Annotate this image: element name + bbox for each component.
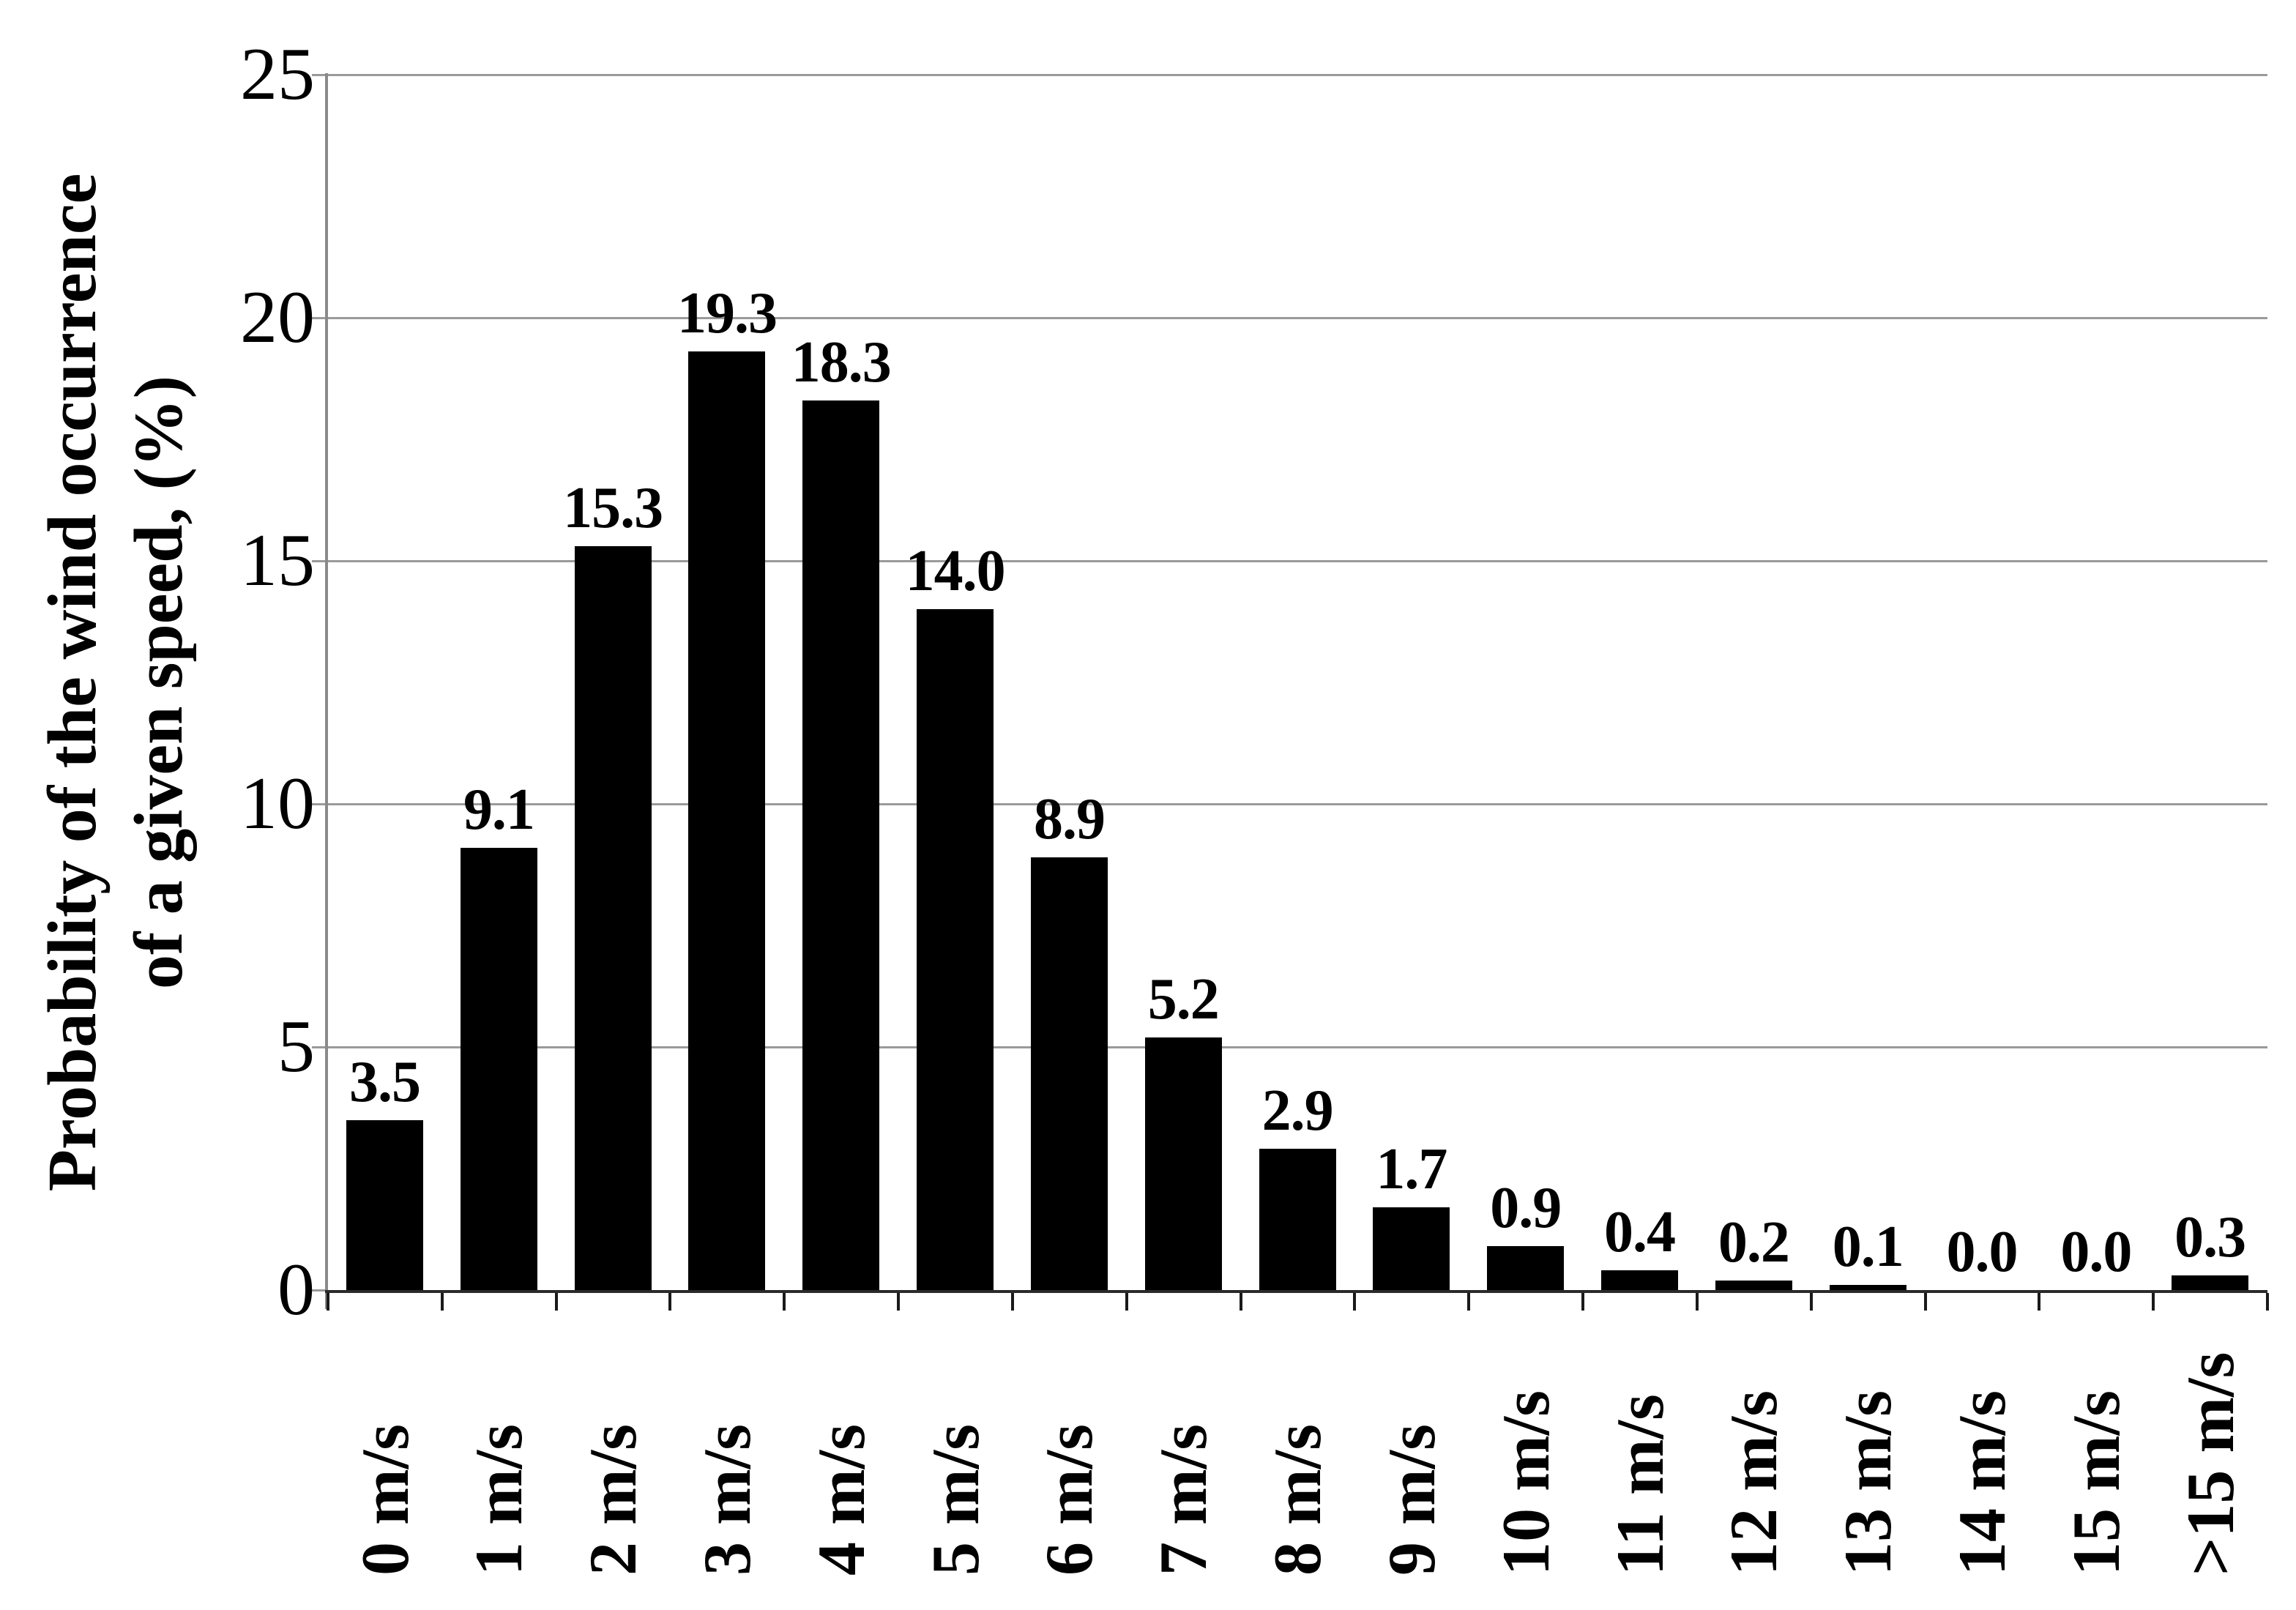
x-axis-tick [668, 1293, 672, 1311]
bar [346, 1120, 423, 1290]
y-axis-tick [312, 317, 328, 319]
bar-value-label: 0.0 [1946, 1220, 2019, 1284]
x-axis-tick-label: 14 m/s [1945, 1390, 2020, 1576]
x-axis-tick-label: 7 m/s [1146, 1424, 1221, 1576]
x-axis-tick-label: 11 m/s [1602, 1394, 1677, 1576]
bar-value-label: 2.9 [1261, 1078, 1334, 1143]
bar-value-label: 0.9 [1490, 1176, 1562, 1240]
x-axis-tick-label: 9 m/s [1374, 1424, 1449, 1576]
x-axis-tick-label: 3 m/s [689, 1424, 764, 1576]
x-axis-tick-label: 2 m/s [575, 1424, 651, 1576]
y-axis-tick [312, 803, 328, 805]
x-axis-tick [783, 1293, 786, 1311]
y-axis-tick [312, 560, 328, 562]
y-axis-tick [312, 1289, 328, 1292]
bar-value-label: 0.4 [1604, 1200, 1676, 1264]
gridline [328, 1046, 2267, 1048]
x-axis-tick-label: 4 m/s [803, 1424, 879, 1576]
x-axis-tick-label: 13 m/s [1830, 1390, 1906, 1576]
bar-value-label: 18.3 [791, 330, 892, 395]
y-axis-tick [312, 1046, 328, 1048]
x-axis-tick [2038, 1293, 2041, 1311]
bar-value-label: 3.5 [349, 1050, 421, 1114]
bar [574, 546, 652, 1290]
bar [1373, 1207, 1450, 1290]
x-axis-tick [554, 1293, 558, 1311]
bar-value-label: 1.7 [1376, 1137, 1447, 1201]
y-axis-tick-label: 10 [240, 762, 315, 845]
x-axis-tick-label: 10 m/s [1488, 1390, 1563, 1576]
bar [1829, 1285, 1906, 1290]
bar-value-label: 0.1 [1832, 1215, 1904, 1279]
x-axis-tick [327, 1293, 329, 1311]
x-axis-tick-label: 0 m/s [347, 1424, 422, 1576]
bar [1601, 1270, 1679, 1290]
y-axis-tick-label: 5 [277, 1005, 315, 1088]
bar [1715, 1281, 1792, 1290]
x-axis-tick [897, 1293, 901, 1311]
x-axis-tick [440, 1293, 444, 1311]
gridline [328, 803, 2267, 805]
gridline [328, 560, 2267, 562]
x-axis-tick [1923, 1293, 1927, 1311]
x-axis-tick [1467, 1293, 1471, 1311]
x-axis-tick [1010, 1293, 1014, 1311]
x-axis-tick-label: 5 m/s [917, 1424, 993, 1576]
x-axis-tick [2152, 1293, 2155, 1311]
bar-value-label: 9.1 [463, 778, 535, 842]
x-axis-tick-label: 8 m/s [1260, 1424, 1335, 1576]
bar [1487, 1246, 1565, 1290]
x-axis-tick [1125, 1293, 1128, 1311]
bar-value-label: 15.3 [563, 476, 663, 540]
y-axis-tick-label: 15 [240, 519, 315, 602]
bar [1259, 1149, 1336, 1290]
y-axis-line [325, 73, 328, 1309]
bar [1144, 1037, 1222, 1290]
x-axis-tick [1809, 1293, 1813, 1311]
gridline [328, 74, 2267, 76]
bar [917, 609, 994, 1290]
gridline [328, 317, 2267, 319]
x-axis-tick [2266, 1293, 2269, 1311]
bar-value-label: 14.0 [905, 539, 1006, 603]
bar-value-label: 5.2 [1147, 967, 1220, 1032]
x-axis-tick [1239, 1293, 1242, 1311]
bar [2172, 1275, 2249, 1290]
x-axis-tick-label: 6 m/s [1032, 1424, 1107, 1576]
bar [460, 848, 537, 1290]
bar-value-label: 0.0 [2060, 1220, 2132, 1284]
x-axis-line [325, 1290, 2267, 1293]
x-axis-tick [1353, 1293, 1357, 1311]
bar [688, 351, 766, 1290]
y-axis-tick-label: 20 [240, 276, 315, 359]
x-axis-tick-label: >15 m/s [2172, 1352, 2248, 1576]
bar [802, 400, 880, 1290]
x-axis-tick-label: 1 m/s [461, 1424, 537, 1576]
bar-value-label: 0.3 [2174, 1205, 2246, 1270]
bar-value-label: 8.9 [1033, 787, 1106, 851]
y-axis-tick [312, 74, 328, 76]
bar-value-label: 0.2 [1718, 1210, 1790, 1275]
x-axis-tick-label: 15 m/s [2058, 1390, 2133, 1576]
bar-value-label: 19.3 [676, 281, 778, 346]
x-axis-tick [1581, 1293, 1585, 1311]
x-axis-tick-label: 12 m/s [1716, 1390, 1792, 1576]
x-axis-tick [1695, 1293, 1699, 1311]
bar [1030, 857, 1108, 1290]
y-axis-tick-label: 25 [240, 33, 315, 116]
y-axis-tick-label: 0 [277, 1248, 315, 1331]
